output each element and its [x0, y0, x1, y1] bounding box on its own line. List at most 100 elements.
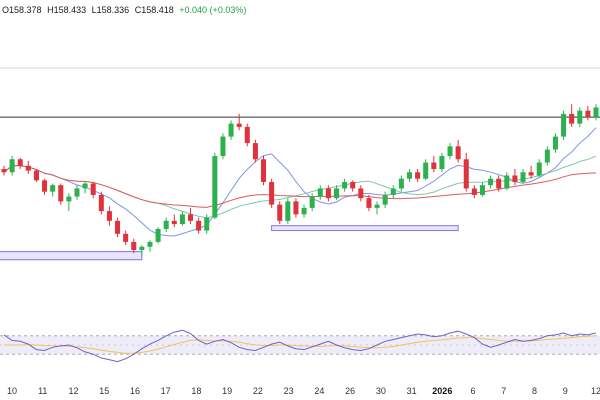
- support-zone-1: [0, 251, 143, 261]
- candle-body: [431, 162, 437, 169]
- candle: [17, 157, 23, 169]
- candle: [244, 123, 250, 147]
- candle: [163, 217, 169, 233]
- candle-body: [455, 146, 461, 160]
- candle-body: [66, 196, 72, 202]
- candle-body: [358, 188, 364, 199]
- candle: [585, 105, 591, 121]
- candle: [269, 178, 275, 208]
- candle: [309, 193, 315, 212]
- candle: [544, 146, 550, 166]
- candle-body: [301, 207, 307, 215]
- rsi-panel: [0, 335, 600, 355]
- x-tick-label: 16: [130, 386, 140, 396]
- low-value: 158.336: [97, 5, 130, 15]
- candle: [496, 175, 502, 192]
- candle-body: [479, 185, 485, 195]
- candle-body: [285, 201, 291, 221]
- candle: [33, 169, 39, 182]
- low-label: L: [92, 5, 97, 15]
- candle: [398, 175, 404, 192]
- candle: [131, 238, 137, 254]
- candle: [106, 206, 112, 226]
- candle: [439, 152, 445, 173]
- candle: [155, 227, 161, 244]
- candle: [350, 180, 356, 192]
- candle-body: [382, 194, 388, 205]
- candle-body: [496, 178, 502, 189]
- candle: [1, 165, 7, 176]
- candle-body: [398, 178, 404, 189]
- candle-body: [106, 211, 112, 221]
- candle-body: [220, 136, 226, 157]
- candle: [479, 181, 485, 197]
- x-axis: 10 11 12 15 16 17 18 19 22 23 24 26 30 31 2026 6 7 8 9 12: [7, 386, 600, 396]
- x-tick-label: 17: [161, 386, 171, 396]
- candle-body: [569, 113, 575, 124]
- candle: [342, 178, 348, 192]
- candle-body: [163, 220, 169, 229]
- candle-body: [171, 220, 177, 225]
- candle-body: [471, 188, 477, 195]
- candle: [504, 172, 510, 191]
- candle-body: [42, 180, 48, 192]
- x-tick-label: 2026: [432, 386, 452, 396]
- candle-body: [504, 175, 510, 189]
- candle-body: [90, 183, 96, 195]
- candle-body: [585, 110, 591, 118]
- candle-body: [25, 165, 31, 171]
- candle: [25, 160, 31, 174]
- candle-body: [228, 123, 234, 137]
- candle: [463, 152, 469, 192]
- candle-body: [1, 169, 7, 173]
- x-tick-label: 24: [314, 386, 324, 396]
- candle: [317, 185, 323, 200]
- candle: [366, 194, 372, 212]
- candle: [301, 204, 307, 218]
- candle: [260, 156, 267, 186]
- support-zone-2: [271, 225, 459, 232]
- high-value: 158.433: [54, 5, 87, 15]
- candle-body: [9, 159, 15, 173]
- candle: [179, 211, 185, 226]
- candle-body: [374, 204, 380, 208]
- candle: [66, 193, 72, 212]
- candle: [98, 191, 104, 215]
- open-value: 158.378: [9, 5, 42, 15]
- candle: [374, 201, 380, 215]
- candle: [293, 198, 299, 218]
- candle-body: [577, 110, 583, 124]
- candle-body: [33, 170, 39, 181]
- change-value: +0.040 (+0.03%): [179, 5, 246, 15]
- candle: [147, 240, 153, 252]
- candle-body: [212, 156, 218, 218]
- candle-body: [50, 185, 56, 192]
- candle-body: [260, 159, 267, 182]
- open-label: O: [2, 5, 9, 15]
- candle-body: [463, 159, 469, 189]
- candle-body: [536, 162, 542, 176]
- x-tick-label: 18: [191, 386, 201, 396]
- candle-body: [406, 172, 412, 179]
- candle: [512, 169, 518, 186]
- candle-body: [439, 156, 445, 169]
- ohlc-readout: O158.378 H158.433 L158.336 C158.418 +0.0…: [2, 5, 246, 15]
- rsi-line: [3, 329, 597, 363]
- candle: [74, 185, 80, 200]
- ma-fast-line: [3, 127, 597, 237]
- candle-body: [269, 181, 275, 205]
- candle: [358, 185, 364, 202]
- candle-body: [350, 181, 356, 189]
- candle: [204, 214, 210, 234]
- candle: [552, 133, 558, 153]
- x-tick-label: 11: [38, 386, 47, 396]
- x-tick-label: 19: [222, 386, 232, 396]
- x-tick-label: 23: [284, 386, 294, 396]
- x-tick-label: 26: [345, 386, 355, 396]
- x-tick-label: 15: [99, 386, 109, 396]
- candle: [285, 198, 291, 225]
- close-value: 158.418: [141, 5, 174, 15]
- candle: [536, 159, 542, 178]
